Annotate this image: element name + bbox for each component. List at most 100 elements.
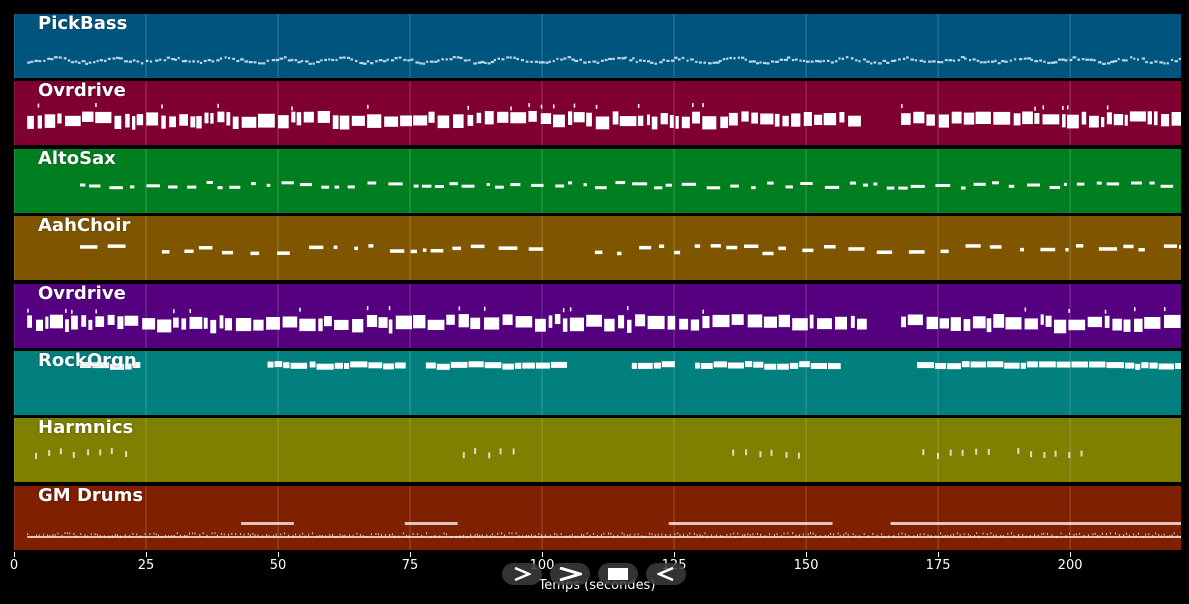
note: [1179, 535, 1181, 538]
note: [722, 535, 724, 538]
note: [947, 363, 961, 370]
note: [987, 448, 990, 455]
note: [552, 60, 555, 63]
x-tick-label: 50: [269, 558, 287, 573]
note: [937, 535, 939, 538]
note: [665, 534, 667, 536]
note: [384, 116, 399, 127]
note: [81, 60, 86, 63]
x-tick: [14, 552, 15, 557]
note: [779, 58, 784, 61]
note: [770, 60, 775, 63]
note: [923, 533, 925, 536]
note: [594, 250, 603, 255]
note: [881, 533, 883, 536]
note: [937, 61, 941, 64]
note: [1178, 57, 1181, 61]
note: [917, 534, 918, 537]
note: [845, 56, 849, 59]
note: [1106, 105, 1109, 110]
note: [1040, 247, 1056, 252]
note: [58, 56, 62, 59]
note: [203, 59, 207, 63]
note: [1018, 534, 1020, 536]
note: [531, 534, 533, 537]
note: [586, 314, 602, 327]
note: [34, 59, 39, 62]
note: [654, 534, 656, 537]
note: [538, 533, 540, 536]
note: [531, 183, 544, 187]
note: [459, 56, 463, 60]
fast-forward-button[interactable]: [550, 563, 590, 585]
note: [459, 535, 461, 538]
note: [398, 535, 400, 538]
note: [1045, 315, 1052, 327]
note: [99, 534, 101, 537]
track-pickbass: PickBass: [14, 14, 1181, 78]
note: [569, 535, 571, 538]
note: [548, 60, 551, 63]
note: [389, 534, 391, 536]
note: [110, 448, 113, 455]
note: [511, 532, 513, 535]
note: [190, 116, 196, 128]
note: [1096, 181, 1102, 185]
note: [499, 448, 502, 455]
note: [679, 318, 689, 330]
note: [155, 59, 159, 62]
note: [65, 319, 69, 332]
note: [490, 60, 495, 64]
note: [953, 59, 956, 62]
note: [479, 534, 481, 537]
note: [383, 363, 394, 370]
note: [273, 534, 275, 537]
stop-button[interactable]: [598, 563, 638, 585]
note: [484, 317, 500, 330]
note: [1125, 362, 1135, 369]
note: [283, 56, 287, 59]
note: [960, 56, 965, 59]
note: [368, 244, 374, 248]
note: [878, 62, 882, 65]
note: [603, 532, 605, 535]
note: [569, 317, 584, 332]
note: [617, 251, 622, 256]
note: [445, 58, 448, 61]
note: [422, 248, 427, 252]
note: [774, 534, 775, 537]
note: [130, 185, 135, 189]
note: [1076, 244, 1084, 248]
play-button[interactable]: [502, 563, 542, 585]
note: [297, 61, 301, 64]
note: [535, 362, 550, 369]
note: [568, 181, 573, 185]
note: [429, 60, 434, 63]
note: [65, 308, 67, 313]
rewind-button[interactable]: [646, 563, 686, 585]
note: [947, 535, 949, 537]
note: [244, 60, 249, 63]
note: [95, 309, 97, 314]
note: [210, 319, 217, 334]
note: [777, 363, 789, 370]
note: [354, 246, 358, 251]
note: [377, 533, 379, 536]
note: [1005, 317, 1022, 330]
note: [891, 59, 895, 63]
note: [334, 185, 340, 189]
note: [1138, 248, 1145, 252]
note: [224, 56, 227, 59]
note: [687, 534, 689, 537]
note: [497, 111, 509, 123]
note: [309, 245, 324, 250]
note: [473, 62, 477, 65]
note: [986, 361, 1004, 368]
note: [477, 533, 478, 536]
note: [150, 60, 153, 63]
note: [458, 306, 461, 311]
note: [732, 449, 735, 456]
note: [1163, 533, 1165, 536]
note: [608, 57, 613, 61]
note: [802, 248, 814, 253]
